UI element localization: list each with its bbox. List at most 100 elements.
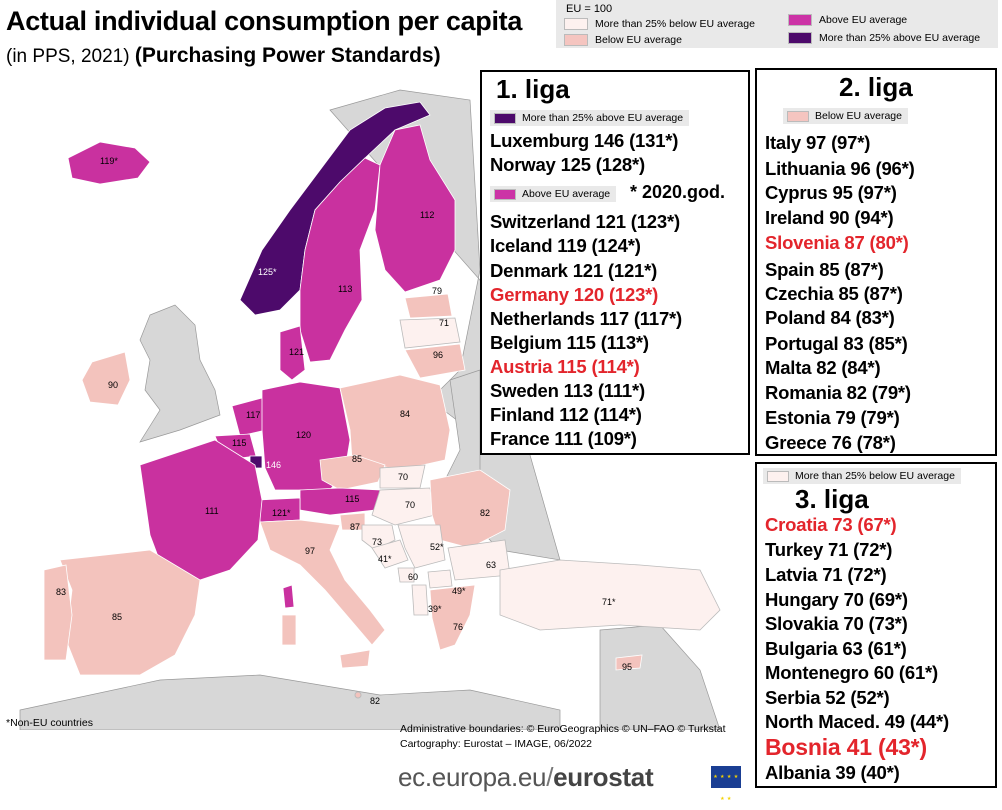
legend-item-below: Below EU average [564,34,682,46]
map-value-label: 87 [350,522,360,532]
middle-east [599,624,721,730]
portugal [43,564,73,661]
brand-separator: / [546,762,554,792]
liga3-row-turkey: Turkey 71 (72*) [765,539,893,560]
finland [374,124,456,293]
admin-line-1: Administrative boundaries: © EuroGeograp… [400,723,726,735]
liga3-row-serbia: Serbia 52 (52*) [765,687,890,708]
liga2-row-slovenia: Slovenia 87 (80*) [765,232,909,253]
liga2-box: 2. liga Below EU average Italy 97 (97*) … [755,68,997,456]
legend-label: More than 25% below EU average [595,18,755,30]
map-value-label: 111 [205,506,219,516]
tag-label: More than 25% below EU average [795,470,955,482]
tag-label: Below EU average [815,110,902,122]
subtitle-units: (in PPS, 2021) [6,46,130,67]
liga2-row-estonia: Estonia 79 (79*) [765,407,900,428]
map-value-label: 96 [433,350,443,360]
albania [411,584,429,616]
north-africa [19,674,561,730]
map-value-label: 115 [345,494,359,504]
map-value-label: 71* [602,597,616,607]
legend-eu-note: EU = 100 [566,3,613,15]
liga1-row-netherlands: Netherlands 117 (117*) [490,308,683,329]
liga1-row-austria: Austria 115 (114*) [490,356,640,377]
map-value-label: 60 [408,572,418,582]
liga1-row-finland: Finland 112 (114*) [490,404,642,425]
legend-item-above: Above EU average [788,14,907,26]
color-legend: EU = 100 More than 25% below EU average … [556,0,998,48]
liga1-row-denmark: Denmark 121 (121*) [490,260,658,281]
malta [354,691,362,699]
map-value-label: 49* [452,586,466,596]
liga1-tag-top: More than 25% above EU average [490,110,690,126]
bosnia [371,539,409,569]
liga2-row-cyprus: Cyprus 95 (97*) [765,182,897,203]
liga1-row-iceland: Iceland 119 (124*) [490,235,641,256]
corsica [282,584,295,609]
map-value-label: 95 [622,662,632,672]
france [139,439,263,581]
map-value-label: 82 [480,508,490,518]
map-value-label: 117 [246,410,260,420]
liga2-row-italy: Italy 97 (97*) [765,132,871,153]
map-value-label: 52* [430,542,444,552]
liga1-row-sweden: Sweden 113 (111*) [490,380,645,401]
romania [429,469,511,549]
map-value-label: 113 [338,284,352,294]
liga3-row-slovakia: Slovakia 70 (73*) [765,613,908,634]
map-value-label: 70 [405,500,415,510]
map-value-label: 121* [272,508,291,518]
tag-swatch [494,188,516,200]
map-value-label: 120 [296,430,311,440]
legend-label: Below EU average [595,34,682,46]
liga2-row-portugal: Portugal 83 (85*) [765,333,908,354]
estonia [404,293,453,319]
legend-label: Above EU average [819,14,908,26]
liga3-tag: More than 25% below EU average [763,468,961,484]
map-value-label: 125* [258,267,277,277]
liga3-title: 3. liga [795,484,869,514]
map-value-label: 85 [112,612,122,622]
eu-flag-icon: ★ ★ ★ ★ ★ ★ [711,766,741,802]
map-value-label: 76 [453,622,463,632]
map-value-label: 79 [432,286,442,296]
map-value-label: 39* [428,604,442,614]
sweden [299,157,381,363]
liga2-row-poland: Poland 84 (83*) [765,307,895,328]
sicily [339,649,371,669]
map-subtitle: (in PPS, 2021) (Purchasing Power Standar… [6,44,441,68]
tag-label: Above EU average [522,188,611,200]
sardinia [281,614,297,646]
liga1-row-norway: Norway 125 (128*) [490,154,645,175]
brand-domain: ec.europa.eu [398,762,547,792]
tag-swatch [767,470,789,482]
map-value-label: 83 [56,587,66,597]
hungary [371,487,436,526]
liga3-row-croatia: Croatia 73 (67*) [765,514,897,535]
map-value-label: 70 [398,472,408,482]
map-value-label: 146 [266,460,281,470]
poland [339,374,451,471]
europe-map: 119* 125* 113 112 90 121 79 71 96 117 120 115 146 84 8… [19,89,721,730]
montenegro [397,567,415,583]
liga2-title: 2. liga [839,72,913,102]
map-value-label: 112 [420,210,434,220]
liga3-row-bosnia: Bosnia 41 (43*) [765,734,927,760]
liga2-row-malta: Malta 82 (84*) [765,357,881,378]
map-value-label: 119* [100,156,118,166]
turkey [499,559,721,631]
liga2-row-ireland: Ireland 90 (94*) [765,207,894,228]
cyprus [615,654,643,671]
liga2-tag: Below EU average [783,108,908,124]
map-value-label: 121 [289,347,304,357]
liga2-row-lithuania: Lithuania 96 (96*) [765,158,915,179]
map-title: Actual individual consumption per capita [6,6,523,36]
liga1-tag-mid: Above EU average [490,186,617,202]
liga2-row-romania: Romania 82 (79*) [765,382,911,403]
legend-item-above25: More than 25% above EU average [788,32,980,44]
spain [59,549,201,676]
liga3-row-latvia: Latvia 71 (72*) [765,564,887,585]
liga1-year-note: * 2020.god. [630,182,726,202]
non-eu-footnote: *Non-EU countries [6,717,93,729]
eurostat-url[interactable]: ec.europa.eu/eurostat [398,762,654,793]
